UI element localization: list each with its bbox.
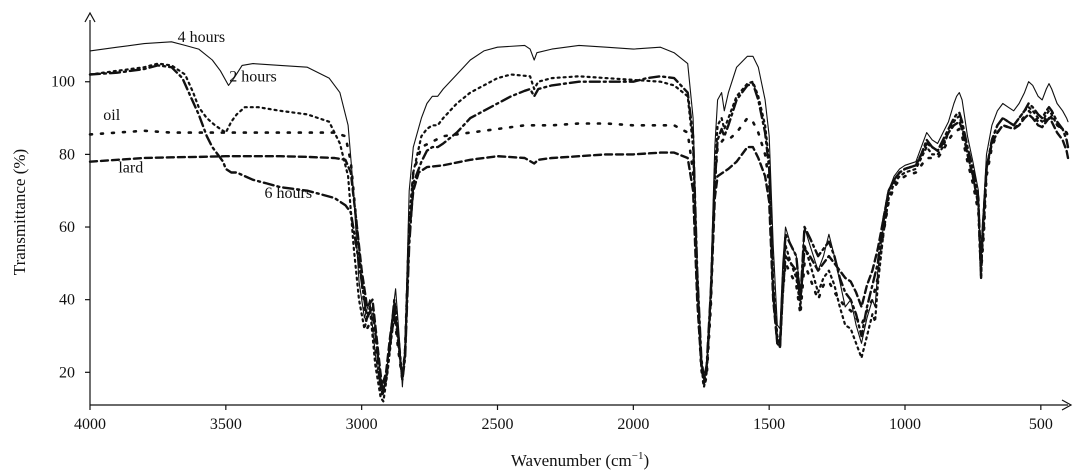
x-axis-title: Wavenumber (cm−1) [511,450,649,470]
y-axis-title: Transmittance (%) [10,149,29,275]
y-tick-label-80: 80 [59,146,75,163]
x-axis-title-main: Wavenumber (cm [511,451,632,470]
x-tick-label-2000: 2000 [617,416,649,433]
x-tick-label-500: 500 [1029,416,1053,433]
series-label-4-hours: 4 hours [178,29,226,46]
series-line-4-hours [89,41,1069,395]
series-labels: 4 hours 2 hours oil lard 6 hours [103,29,312,202]
x-axis-title-close: ) [643,451,649,470]
series-label-2-hours: 2 hours [229,69,277,86]
x-tick-label-3000: 3000 [346,416,378,433]
series-label-lard: lard [118,160,143,177]
y-tick-label-100: 100 [51,74,75,91]
x-tick-label-3500: 3500 [210,416,242,433]
series-line-2-hours [88,62,1070,403]
x-tick-label-4000: 4000 [74,416,106,433]
x-axis-arrow [1061,399,1073,411]
y-tick-label-60: 60 [59,219,75,236]
x-tick-label-1500: 1500 [753,416,785,433]
y-ticks: 20 40 60 80 100 [51,74,90,381]
y-tick-label-20: 20 [59,364,75,381]
series-label-oil: oil [103,107,120,124]
y-tick-label-40: 40 [59,292,75,309]
x-tick-label-2500: 2500 [482,416,514,433]
y-axis-arrow [84,11,96,23]
series-label-6-hours: 6 hours [265,185,313,202]
series-lines [88,41,1070,403]
x-tick-label-1000: 1000 [889,416,921,433]
x-ticks: 4000 3500 3000 2500 2000 1500 1000 500 [74,405,1053,433]
series-line-6-hours [88,64,1070,396]
x-axis-title-superscript: −1 [632,450,644,462]
